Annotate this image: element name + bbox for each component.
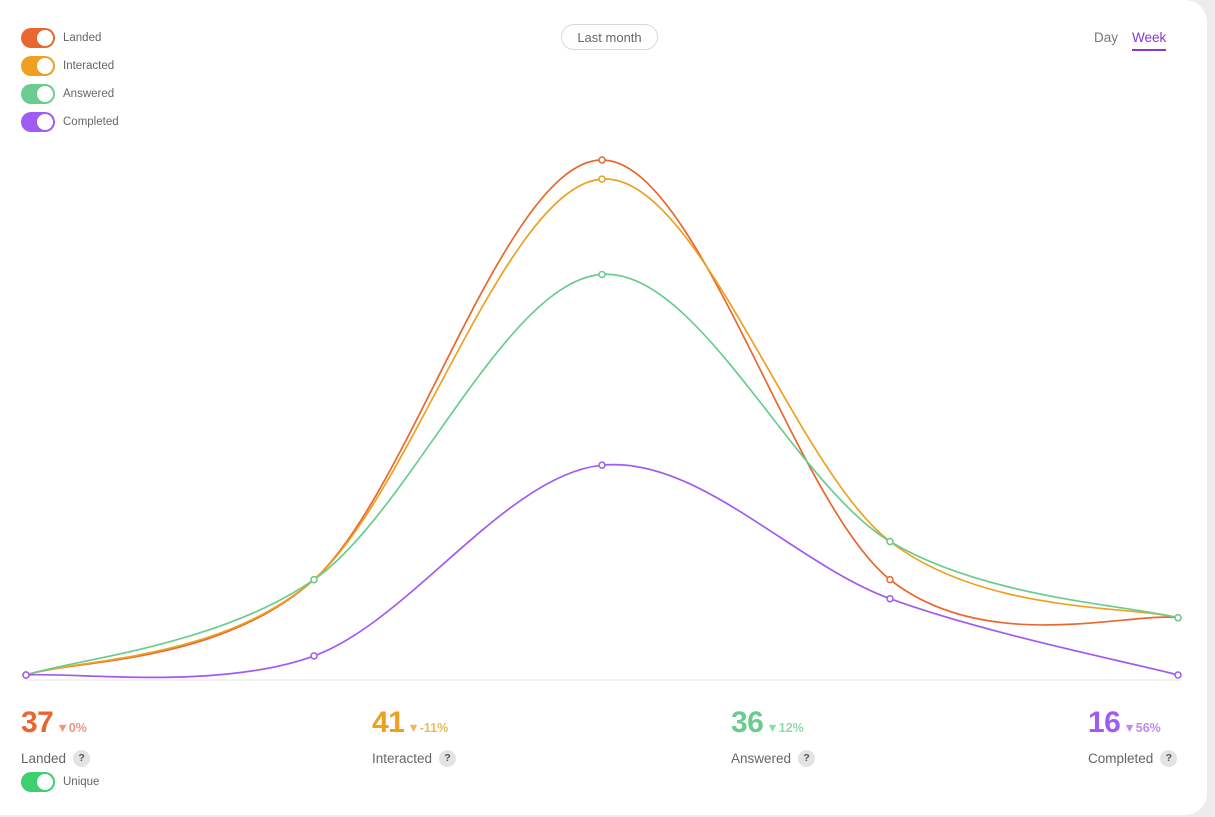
stat-delta-value: -11% xyxy=(419,721,449,735)
data-point-landed-2[interactable] xyxy=(598,156,606,164)
data-point-completed-2[interactable] xyxy=(598,461,606,469)
data-point-answered-3[interactable] xyxy=(886,537,894,546)
data-point-interacted-2[interactable] xyxy=(598,175,606,183)
toggle-knob xyxy=(37,58,53,74)
toggle-label: Completed xyxy=(63,116,119,128)
unique-toggle-row: Unique xyxy=(21,772,99,792)
data-point-completed-1[interactable] xyxy=(310,652,318,660)
down-arrow-icon: ▼ xyxy=(56,721,69,735)
data-point-answered-2[interactable] xyxy=(598,270,606,279)
series-line-answered xyxy=(25,273,1179,676)
toggle-interacted: Interacted xyxy=(21,52,119,80)
series-answered xyxy=(22,270,1182,679)
toggle-knob xyxy=(37,30,53,46)
series-interacted xyxy=(22,175,1182,679)
toggle-completed: Completed xyxy=(21,108,119,136)
data-point-completed-3[interactable] xyxy=(886,594,894,603)
stat-landed: 37 ▼0% Landed? xyxy=(21,706,91,767)
unique-toggle-label: Unique xyxy=(63,776,100,788)
last-month-button[interactable]: Last month xyxy=(561,24,658,50)
stat-value: 36 xyxy=(731,706,764,739)
stat-delta-value: 56% xyxy=(1135,721,1161,735)
series-completed xyxy=(22,461,1182,679)
toggle-knob xyxy=(37,114,53,130)
stat-delta: ▼56% xyxy=(1123,721,1160,735)
stat-delta: ▼12% xyxy=(766,721,803,735)
down-arrow-icon: ▼ xyxy=(407,721,420,735)
completed-toggle-switch[interactable] xyxy=(21,112,55,132)
stat-label: Completed xyxy=(1088,751,1154,766)
series-line-completed xyxy=(25,463,1179,679)
toggle-label: Interacted xyxy=(63,60,115,72)
down-arrow-icon: ▼ xyxy=(1123,721,1136,735)
data-point-completed-4[interactable] xyxy=(1174,671,1182,679)
data-point-landed-3[interactable] xyxy=(886,575,894,584)
landed-toggle-switch[interactable] xyxy=(21,28,55,48)
period-tabs: Day Week xyxy=(1094,30,1167,51)
stat-label: Landed xyxy=(21,751,67,766)
down-arrow-icon: ▼ xyxy=(766,721,779,735)
series-landed xyxy=(22,156,1182,679)
toggle-knob xyxy=(37,86,53,102)
data-point-completed-0[interactable] xyxy=(22,671,30,679)
tab-week[interactable]: Week xyxy=(1132,30,1167,51)
toggle-label: Answered xyxy=(63,88,115,100)
stat-value: 41 xyxy=(372,706,405,739)
answered-toggle-switch[interactable] xyxy=(21,84,55,104)
stat-label: Interacted xyxy=(372,751,433,766)
series-line-landed xyxy=(25,159,1179,676)
line-chart xyxy=(22,156,1182,681)
stat-value: 37 xyxy=(21,706,54,739)
stat-delta-value: 0% xyxy=(68,721,87,735)
stat-delta: ▼-11% xyxy=(407,721,448,735)
stat-completed: 16 ▼56% Completed? xyxy=(1088,706,1178,767)
toggle-landed: Landed xyxy=(21,24,119,52)
toggle-knob xyxy=(37,774,53,790)
stat-value: 16 xyxy=(1088,706,1121,739)
data-point-answered-1[interactable] xyxy=(310,575,318,584)
unique-toggle-switch[interactable] xyxy=(21,772,55,792)
stat-delta: ▼0% xyxy=(56,721,86,735)
stat-label: Answered xyxy=(731,751,792,766)
toggle-answered: Answered xyxy=(21,80,119,108)
tab-day[interactable]: Day xyxy=(1094,30,1119,45)
help-icon[interactable]: ? xyxy=(1160,750,1178,767)
stat-delta-value: 12% xyxy=(778,721,804,735)
help-icon[interactable]: ? xyxy=(439,750,457,767)
toggle-label: Landed xyxy=(63,32,102,44)
series-toggle-list: Landed Interacted Answered Completed xyxy=(21,24,119,136)
series-line-interacted xyxy=(25,178,1179,676)
help-icon[interactable]: ? xyxy=(798,750,816,767)
stat-interacted: 41 ▼-11% Interacted? xyxy=(372,706,457,767)
data-point-answered-4[interactable] xyxy=(1174,614,1182,622)
stat-answered: 36 ▼12% Answered? xyxy=(731,706,816,767)
interacted-toggle-switch[interactable] xyxy=(21,56,55,76)
help-icon[interactable]: ? xyxy=(73,750,91,767)
